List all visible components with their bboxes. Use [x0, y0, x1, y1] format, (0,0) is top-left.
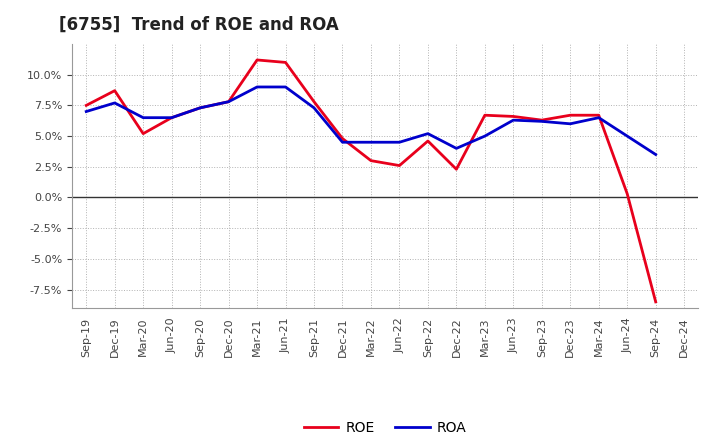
ROE [110, 88, 119, 93]
ROA [509, 117, 518, 123]
ROE [480, 113, 489, 118]
ROA [537, 119, 546, 124]
ROE [452, 167, 461, 172]
ROA [652, 152, 660, 157]
ROE [139, 131, 148, 136]
Line: ROE: ROE [86, 60, 656, 302]
ROE [253, 57, 261, 62]
ROA [139, 115, 148, 120]
ROA [452, 146, 461, 151]
ROE [167, 115, 176, 120]
Text: [6755]  Trend of ROE and ROA: [6755] Trend of ROE and ROA [60, 16, 339, 34]
ROA [110, 100, 119, 106]
ROE [225, 99, 233, 104]
ROE [595, 113, 603, 118]
ROE [310, 99, 318, 104]
ROE [338, 136, 347, 141]
ROA [225, 99, 233, 104]
ROA [82, 109, 91, 114]
ROA [338, 139, 347, 145]
ROA [395, 139, 404, 145]
ROE [395, 163, 404, 168]
ROE [652, 299, 660, 304]
ROE [282, 60, 290, 65]
ROA [623, 133, 631, 139]
ROA [423, 131, 432, 136]
ROE [196, 105, 204, 110]
ROE [537, 117, 546, 123]
ROE [566, 113, 575, 118]
Legend: ROE, ROA: ROE, ROA [298, 415, 472, 440]
ROA [196, 105, 204, 110]
ROA [366, 139, 375, 145]
ROE [509, 114, 518, 119]
ROE [623, 191, 631, 196]
ROE [366, 158, 375, 163]
ROE [82, 103, 91, 108]
Line: ROA: ROA [86, 87, 656, 154]
ROA [566, 121, 575, 126]
ROA [595, 115, 603, 120]
ROA [480, 133, 489, 139]
ROA [282, 84, 290, 90]
ROA [310, 105, 318, 110]
ROE [423, 138, 432, 143]
ROA [253, 84, 261, 90]
ROA [167, 115, 176, 120]
